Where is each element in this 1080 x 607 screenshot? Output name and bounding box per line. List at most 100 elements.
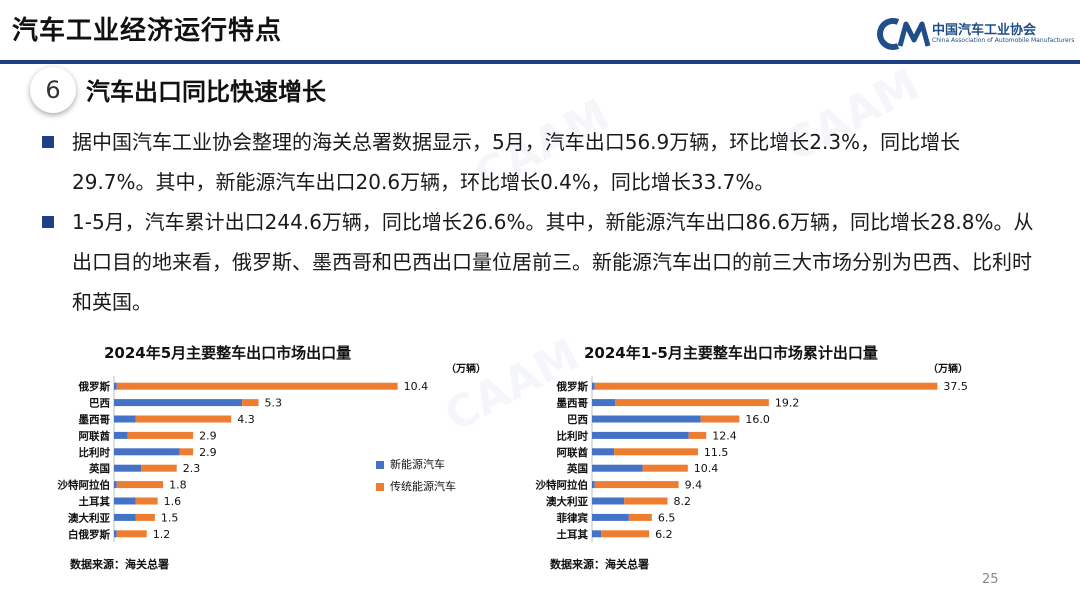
legend-label: 传统能源汽车	[390, 480, 456, 493]
header-bar: 汽车工业经济运行特点 中国汽车工业协会 China Association of…	[0, 0, 1080, 56]
bar-segment-ice	[127, 431, 194, 439]
category-label: 沙特阿拉伯	[536, 479, 589, 492]
data-label: 37.5	[943, 380, 968, 393]
data-label: 2.9	[199, 446, 217, 459]
chart-title: 2024年1-5月主要整车出口市场累计出口量	[584, 344, 878, 362]
bar-segment-ice	[179, 448, 194, 456]
bar-segment-ice	[116, 382, 398, 390]
data-label: 10.4	[694, 462, 719, 475]
bar-segment-ice	[594, 481, 679, 489]
bar-segment-ice	[601, 530, 650, 538]
bullet-item: 据中国汽车工业协会整理的海关总署数据显示，5月，汽车出口56.9万辆，环比增长2…	[40, 122, 1040, 202]
section-number: 6	[30, 67, 76, 113]
category-label: 墨西哥	[557, 398, 589, 410]
bar-segment-nev	[592, 513, 629, 521]
bullet-square-icon	[42, 136, 54, 148]
category-label: 墨西哥	[79, 414, 111, 426]
category-label: 白俄罗斯	[68, 528, 110, 541]
data-label: 16.0	[745, 413, 770, 426]
bar-segment-nev	[114, 448, 180, 456]
bar-segment-nev	[592, 464, 643, 472]
data-label: 12.4	[712, 429, 737, 442]
category-label: 俄罗斯	[78, 380, 111, 393]
category-label: 比利时	[557, 429, 589, 442]
chart-source: 数据来源：海关总署	[550, 558, 649, 571]
data-label: 6.2	[655, 528, 673, 541]
bar-segment-ice	[688, 431, 707, 439]
category-label: 澳大利亚	[546, 495, 588, 508]
bar-segment-ice	[116, 530, 147, 538]
category-label: 英国	[88, 462, 110, 475]
bar-segment-nev	[114, 399, 243, 407]
bar-segment-ice	[135, 513, 155, 521]
data-label: 1.8	[169, 479, 187, 492]
category-label: 巴西	[567, 414, 588, 426]
category-label: 英国	[566, 462, 588, 475]
bar-segment-ice	[594, 382, 938, 390]
data-label: 19.2	[775, 397, 800, 410]
legend-swatch	[376, 483, 384, 491]
page-title: 汽车工业经济运行特点	[12, 16, 283, 46]
bar-segment-nev	[592, 481, 595, 489]
bar-segment-ice	[242, 399, 259, 407]
caam-logo-icon	[877, 18, 931, 50]
chart-source: 数据来源：海关总署	[70, 558, 169, 571]
data-label: 4.3	[237, 413, 255, 426]
legend-item-nev: 新能源汽车	[376, 458, 456, 480]
category-label: 俄罗斯	[556, 380, 589, 393]
bar-segment-ice	[141, 464, 177, 472]
category-label: 澳大利亚	[68, 511, 110, 524]
bar-segment-ice	[135, 415, 232, 423]
category-label: 阿联酋	[79, 429, 111, 442]
bullet-square-icon	[42, 216, 54, 228]
data-label: 1.2	[153, 528, 171, 541]
data-label: 8.2	[674, 495, 692, 508]
bullet-text: 据中国汽车工业协会整理的海关总署数据显示，5月，汽车出口56.9万辆，环比增长2…	[72, 130, 961, 194]
org-name-english: China Association of Automobile Manufact…	[932, 37, 1075, 44]
bar-segment-nev	[114, 464, 142, 472]
legend-swatch	[376, 461, 384, 469]
cumulative-export-chart: 俄罗斯 37.5 墨西哥 19.2 巴西 16.0 比利时 12.4 阿联酋 11.5 英国 10.4…	[536, 376, 968, 542]
data-label: 1.5	[161, 511, 179, 524]
bar-segment-nev	[592, 415, 701, 423]
monthly-export-chart: 俄罗斯 10.4 巴西 5.3 墨西哥 4.3 阿联酋 2.9 比利时 2.9 英国 2.3 沙特阿拉伯…	[58, 376, 429, 542]
bar-segment-ice	[624, 497, 668, 505]
bar-segment-nev	[592, 448, 615, 456]
bar-segment-nev	[592, 382, 595, 390]
bar-segment-nev	[114, 431, 128, 439]
legend-label: 新能源汽车	[390, 458, 445, 471]
bullet-text: 1-5月，汽车累计出口244.6万辆，同比增长26.6%。其中，新能源汽车出口8…	[72, 210, 1034, 314]
bar-segment-nev	[592, 431, 689, 439]
bullet-list: 据中国汽车工业协会整理的海关总署数据显示，5月，汽车出口56.9万辆，环比增长2…	[40, 122, 1040, 322]
bar-segment-nev	[114, 481, 117, 489]
chart-unit: （万辆）	[928, 364, 968, 375]
category-label: 土耳其	[557, 528, 589, 541]
chart-legend: 新能源汽车 传统能源汽车	[376, 458, 456, 502]
bar-segment-nev	[114, 497, 136, 505]
data-label: 1.6	[164, 495, 182, 508]
bar-segment-ice	[628, 513, 652, 521]
bar-segment-nev	[114, 513, 136, 521]
chart-title: 2024年5月主要整车出口市场出口量	[104, 344, 352, 362]
header-divider	[0, 60, 1080, 64]
bar-segment-ice	[700, 415, 740, 423]
category-label: 比利时	[79, 446, 111, 459]
data-label: 2.3	[183, 462, 201, 475]
bar-segment-nev	[592, 530, 602, 538]
bar-segment-nev	[114, 530, 117, 538]
category-label: 土耳其	[79, 495, 111, 508]
data-label: 10.4	[404, 380, 429, 393]
bar-segment-nev	[592, 399, 616, 407]
category-label: 菲律宾	[557, 511, 589, 524]
category-label: 巴西	[89, 398, 110, 410]
bar-segment-ice	[642, 464, 688, 472]
bar-segment-nev	[114, 415, 136, 423]
data-label: 9.4	[685, 479, 703, 492]
bar-segment-ice	[615, 399, 769, 407]
bar-segment-nev	[114, 382, 117, 390]
bar-segment-ice	[135, 497, 158, 505]
chart-unit: （万辆）	[446, 364, 486, 375]
bar-segment-nev	[592, 497, 625, 505]
section-title: 汽车出口同比快速增长	[86, 78, 326, 106]
data-label: 5.3	[265, 397, 283, 410]
